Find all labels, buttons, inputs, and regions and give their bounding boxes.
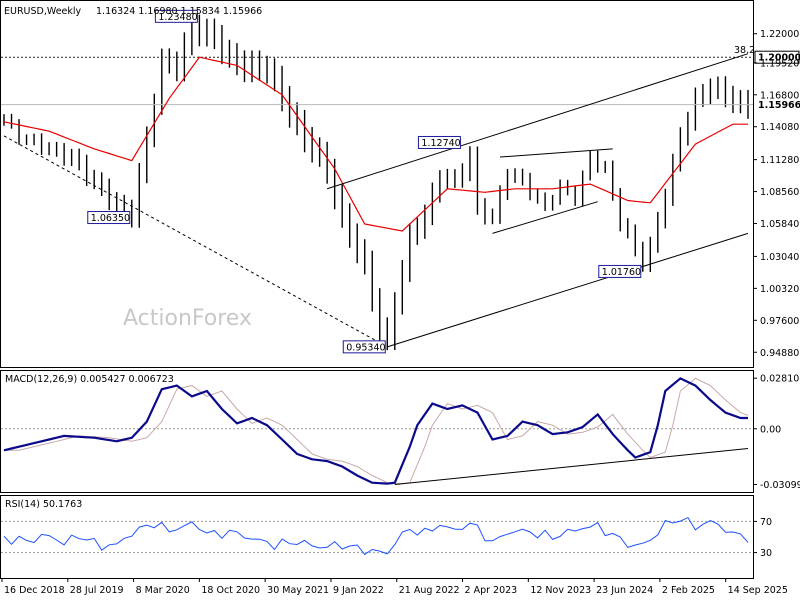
x-tick-label: 9 Jan 2022 [333, 585, 384, 596]
trendline [326, 53, 749, 190]
macd-y-tick-label: 0.00 [760, 424, 781, 435]
y-tick-label: 1.14080 [760, 122, 799, 133]
trendline [3, 135, 388, 348]
price-label: 1.06350 [91, 213, 130, 224]
trendline [387, 232, 749, 348]
macd-title: MACD(12,26,9) 0.005427 0.006723 [5, 374, 174, 385]
price-label-box [417, 135, 461, 149]
price-label: 1.23480 [158, 12, 197, 23]
y-tick-label: 1.03040 [760, 252, 799, 263]
ma-line [3, 56, 748, 232]
y-tick-label: 1.08560 [760, 187, 799, 198]
macd-y-tick-label: -0.03099 [760, 480, 800, 491]
rsi-title: RSI(14) 50.1763 [5, 499, 82, 510]
x-tick-label: 21 Aug 2022 [399, 585, 460, 596]
chart-title-symbol: EURUSD,Weekly [4, 6, 82, 17]
chart-ohlc-values: 1.16324 1.16980 1.15834 1.15966 [96, 6, 262, 17]
level-tag-box [754, 50, 800, 64]
price-label: 1.12740 [421, 138, 460, 149]
price-label: 1.01760 [602, 267, 641, 278]
trendlines [3, 53, 749, 348]
macd-plot: 0.028106 0.00 -0.03099 [1, 374, 800, 491]
price-label-box [154, 9, 198, 23]
watermark: ActionForex [123, 306, 252, 331]
macd-panel-frame [0, 370, 754, 493]
x-tick-label: 23 Jun 2024 [596, 585, 653, 596]
y-tick-label: 0.94880 [760, 348, 799, 359]
rsi-line [3, 516, 749, 556]
x-tick-label: 2 Apr 2023 [465, 585, 518, 596]
x-tick-label: 16 Dec 2018 [4, 585, 65, 596]
rsi-y-tick-label: 30 [760, 548, 772, 559]
price-bars [3, 14, 749, 351]
y-tick-label: 1.00320 [760, 284, 799, 295]
macd-line [3, 377, 748, 485]
x-tick-label: 2 Feb 2025 [662, 585, 715, 596]
rsi-plot: 70 30 [1, 517, 772, 559]
y-tick-label: 1.19520 [760, 58, 799, 69]
level-tag: 1.15966 [758, 100, 800, 111]
x-tick-label: 28 Jul 2019 [70, 585, 124, 596]
x-tick-label: 14 Sep 2025 [728, 585, 788, 596]
moving-average [3, 56, 748, 232]
price-label: 0.95340 [346, 342, 385, 353]
x-axis-ticks: 16 Dec 2018 28 Jul 2019 8 Mar 2020 18 Oct 2… [1, 578, 788, 596]
price-label-box [598, 264, 642, 278]
y-tick-label: 0.97600 [760, 316, 799, 327]
fib-label: 38.2 [734, 45, 755, 56]
x-tick-label: 30 May 2021 [267, 585, 329, 596]
price-y-ticks: 1.22000 1.19520 1.16800 1.14080 1.11280 1.085… [753, 29, 799, 359]
rsi-y-tick-label: 70 [760, 517, 772, 528]
trendline [499, 148, 613, 158]
y-tick-label: 1.11280 [760, 155, 799, 166]
macd-signal-line [4, 377, 749, 485]
rsi-panel-frame [0, 495, 754, 579]
y-tick-label: 1.16800 [760, 90, 799, 101]
price-label-box [342, 340, 386, 354]
level-tag: 1.20000 [758, 53, 800, 64]
trendline [492, 201, 598, 234]
y-tick-label: 1.05840 [760, 219, 799, 230]
x-tick-label: 18 Oct 2020 [201, 585, 260, 596]
macd-y-tick-label: 0.028106 [760, 374, 800, 385]
price-panel-frame [0, 0, 754, 368]
macd-support-line [394, 448, 749, 486]
level-tag-box [754, 98, 800, 112]
y-tick-label: 1.22000 [760, 29, 799, 40]
x-tick-label: 12 Nov 2023 [530, 585, 591, 596]
x-tick-label: 8 Mar 2020 [136, 585, 190, 596]
price-annotations: 1.23480 1.06350 1.12740 1.01760 0.95340 [87, 9, 642, 354]
price-label-box [87, 211, 131, 225]
